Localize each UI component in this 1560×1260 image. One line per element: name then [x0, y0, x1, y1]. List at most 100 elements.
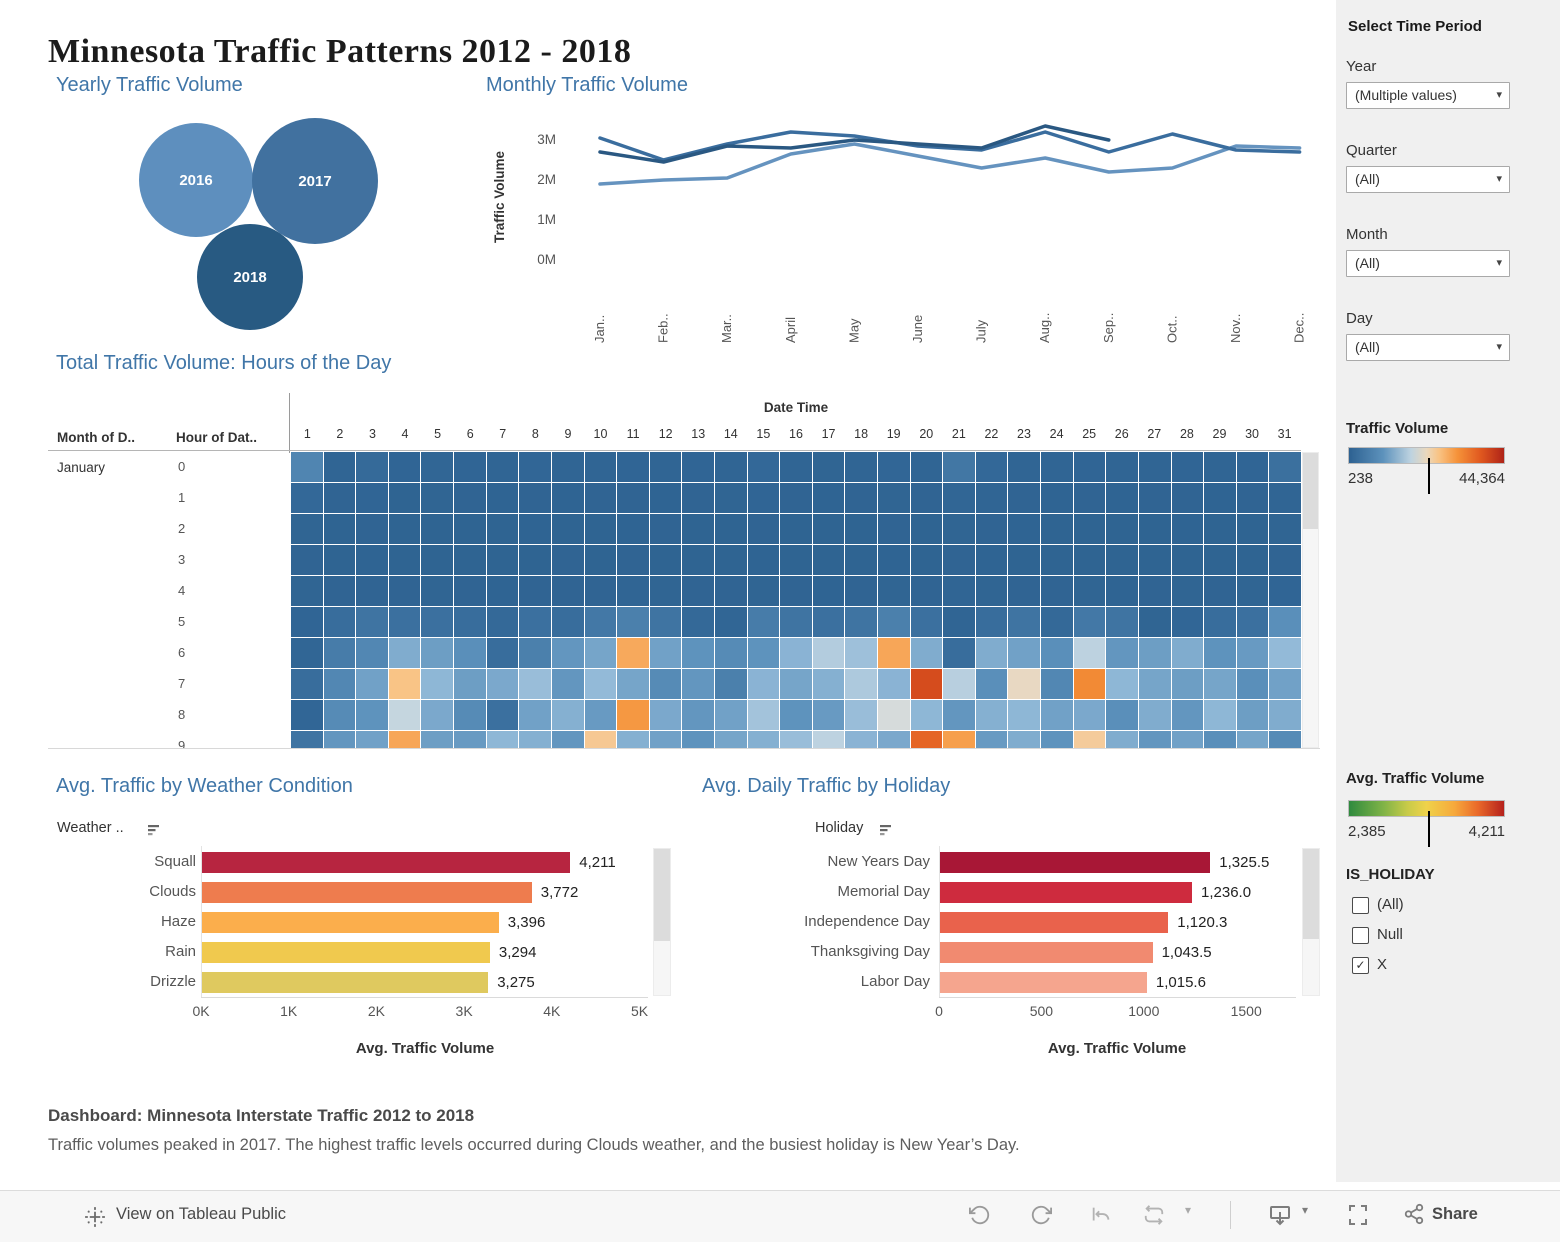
holiday-scrollbar-thumb[interactable]	[1303, 849, 1319, 939]
heatmap-cell[interactable]	[780, 638, 812, 668]
heatmap-cell[interactable]	[1269, 545, 1301, 575]
heatmap-cell[interactable]	[454, 452, 486, 482]
heatmap-cell[interactable]	[1041, 731, 1073, 748]
heatmap-cell[interactable]	[1269, 700, 1301, 730]
heatmap-cell[interactable]	[878, 700, 910, 730]
heatmap-cell[interactable]	[584, 483, 617, 513]
weather-bar[interactable]	[201, 912, 499, 933]
heatmap-cell[interactable]	[682, 638, 714, 668]
heatmap-cell[interactable]	[356, 607, 388, 637]
traffic-line-2017[interactable]	[598, 130, 1302, 162]
heatmap-cell[interactable]	[878, 483, 910, 513]
heatmap-cell[interactable]	[682, 607, 714, 637]
heatmap-cell[interactable]	[747, 700, 780, 730]
heatmap-cell[interactable]	[747, 514, 780, 544]
heatmap-cell[interactable]	[649, 576, 682, 606]
heatmap-cell[interactable]	[356, 452, 388, 482]
heatmap-cell[interactable]	[323, 607, 356, 637]
heatmap-cell[interactable]	[1106, 452, 1138, 482]
heatmap-cell[interactable]	[1236, 452, 1269, 482]
heatmap-cell[interactable]	[910, 731, 943, 748]
heatmap-cell[interactable]	[943, 731, 975, 748]
heatmap-cell[interactable]	[551, 576, 584, 606]
heatmap-cell[interactable]	[1041, 545, 1073, 575]
share-icon[interactable]	[1403, 1203, 1425, 1225]
heatmap-cell[interactable]	[1073, 514, 1106, 544]
year-bubble-2018[interactable]	[197, 224, 303, 330]
weather-bar[interactable]	[201, 852, 571, 873]
download-dropdown-caret-icon[interactable]: ▾	[1302, 1203, 1309, 1217]
heatmap-cell[interactable]	[747, 483, 780, 513]
heatmap-cell[interactable]	[1138, 700, 1171, 730]
heatmap-cell[interactable]	[1138, 669, 1171, 699]
heatmap-cell[interactable]	[1008, 576, 1041, 606]
share-button[interactable]: Share	[1432, 1205, 1478, 1223]
heatmap-cell[interactable]	[1138, 545, 1171, 575]
heatmap-cell[interactable]	[682, 731, 714, 748]
heatmap-cell[interactable]	[878, 545, 910, 575]
heatmap-cell[interactable]	[486, 452, 519, 482]
heatmap-cell[interactable]	[1236, 576, 1269, 606]
heatmap-cell[interactable]	[584, 452, 617, 482]
heatmap-cell[interactable]	[714, 452, 747, 482]
heatmap-cell[interactable]	[943, 607, 975, 637]
heatmap-cell[interactable]	[845, 731, 878, 748]
heatmap-cell[interactable]	[878, 731, 910, 748]
heatmap-cell[interactable]	[780, 452, 812, 482]
heatmap-cell[interactable]	[551, 607, 584, 637]
heatmap-cell[interactable]	[1106, 669, 1138, 699]
heatmap-cell[interactable]	[649, 669, 682, 699]
heatmap-cell[interactable]	[812, 545, 845, 575]
heatmap-cell[interactable]	[780, 607, 812, 637]
heatmap-cell[interactable]	[975, 607, 1008, 637]
heatmap-cell[interactable]	[454, 700, 486, 730]
heatmap-cell[interactable]	[682, 700, 714, 730]
heatmap-cell[interactable]	[1106, 607, 1138, 637]
heatmap-cell[interactable]	[454, 545, 486, 575]
heatmap-cell[interactable]	[910, 545, 943, 575]
heatmap-cell[interactable]	[812, 576, 845, 606]
heatmap-cell[interactable]	[714, 731, 747, 748]
heatmap-cell[interactable]	[1138, 638, 1171, 668]
heatmap-cell[interactable]	[780, 576, 812, 606]
heatmap-cell[interactable]	[682, 483, 714, 513]
heatmap-cell[interactable]	[845, 545, 878, 575]
heatmap-cell[interactable]	[356, 700, 388, 730]
heatmap-cell[interactable]	[812, 452, 845, 482]
redo-icon[interactable]	[1030, 1204, 1052, 1226]
heatmap-cell[interactable]	[1138, 483, 1171, 513]
heatmap-cell[interactable]	[291, 638, 323, 668]
heatmap-cell[interactable]	[943, 576, 975, 606]
heatmap-cell[interactable]	[943, 483, 975, 513]
heatmap-cell[interactable]	[845, 576, 878, 606]
heatmap-cell[interactable]	[845, 452, 878, 482]
weather-bar[interactable]	[201, 882, 532, 903]
heatmap-cell[interactable]	[812, 669, 845, 699]
heatmap-cell[interactable]	[584, 545, 617, 575]
heatmap-cell[interactable]	[878, 452, 910, 482]
heatmap-cell[interactable]	[943, 669, 975, 699]
heatmap-cell[interactable]	[1073, 638, 1106, 668]
heatmap-cell[interactable]	[1269, 452, 1301, 482]
heatmap-cell[interactable]	[519, 731, 551, 748]
heatmap-cell[interactable]	[356, 731, 388, 748]
filter-dropdown-month[interactable]: (All) ▾	[1346, 250, 1510, 277]
heatmap-cell[interactable]	[1008, 638, 1041, 668]
heatmap-cell[interactable]	[519, 452, 551, 482]
heatmap-cell[interactable]	[1236, 731, 1269, 748]
heatmap-cell[interactable]	[1236, 638, 1269, 668]
heatmap-cell[interactable]	[1041, 669, 1073, 699]
heatmap-cell[interactable]	[943, 638, 975, 668]
heatmap-cell[interactable]	[1138, 731, 1171, 748]
heatmap-cell[interactable]	[356, 576, 388, 606]
heatmap-cell[interactable]	[943, 545, 975, 575]
heatmap-cell[interactable]	[388, 576, 421, 606]
heatmap-cell[interactable]	[454, 607, 486, 637]
heatmap-cell[interactable]	[1269, 731, 1301, 748]
heatmap-cell[interactable]	[747, 731, 780, 748]
heatmap-cell[interactable]	[388, 607, 421, 637]
download-icon[interactable]	[1268, 1203, 1292, 1227]
heatmap-cell[interactable]	[584, 607, 617, 637]
heatmap-cell[interactable]	[617, 700, 649, 730]
heatmap-cell[interactable]	[1073, 700, 1106, 730]
